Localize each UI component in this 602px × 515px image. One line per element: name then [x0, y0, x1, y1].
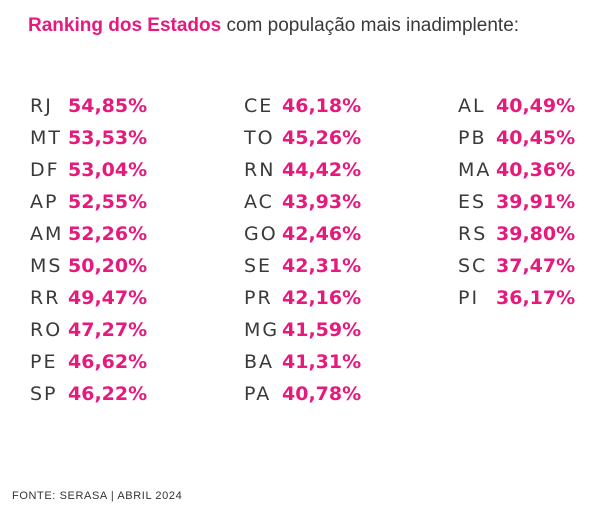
state-label: AP — [30, 191, 59, 213]
ranking-column-2: CE 46,18% TO 45,26% RN 44,42% AC 43,93% GO 42,46%… — [244, 90, 361, 410]
state-label: PB — [458, 127, 487, 149]
ranking-row: AM 52,26% — [30, 218, 147, 250]
state-value: 42,16% — [282, 287, 362, 309]
ranking-column-3: AL 40,49% PB 40,45% MA 40,36% ES 39,91% RS 39,80%… — [458, 90, 575, 314]
ranking-row: ES 39,91% — [458, 186, 575, 218]
state-value: 39,80% — [496, 223, 576, 245]
state-value: 40,36% — [496, 159, 576, 181]
state-value: 52,55% — [68, 191, 148, 213]
ranking-row: DF 53,04% — [30, 154, 147, 186]
state-value: 40,78% — [282, 383, 362, 405]
state-value: 53,04% — [68, 159, 148, 181]
state-label: SE — [244, 255, 273, 277]
state-value: 49,47% — [68, 287, 148, 309]
state-value: 54,85% — [68, 95, 148, 117]
state-value: 37,47% — [496, 255, 576, 277]
state-label: DF — [30, 159, 60, 181]
ranking-row: AP 52,55% — [30, 186, 147, 218]
ranking-row: RJ 54,85% — [30, 90, 147, 122]
ranking-row: MA 40,36% — [458, 154, 575, 186]
state-value: 46,22% — [68, 383, 148, 405]
state-label: PA — [244, 383, 272, 405]
state-value: 53,53% — [68, 127, 148, 149]
ranking-row: PA 40,78% — [244, 378, 361, 410]
state-label: RO — [30, 319, 63, 341]
source-note: FONTE: SERASA | ABRIL 2024 — [12, 490, 183, 502]
state-label: MA — [458, 159, 492, 181]
state-value: 52,26% — [68, 223, 148, 245]
ranking-row: BA 41,31% — [244, 346, 361, 378]
state-value: 42,31% — [282, 255, 362, 277]
state-label: PI — [458, 287, 480, 309]
ranking-row: RR 49,47% — [30, 282, 147, 314]
state-label: MG — [244, 319, 280, 341]
state-label: GO — [244, 223, 278, 245]
ranking-row: AC 43,93% — [244, 186, 361, 218]
ranking-row: SC 37,47% — [458, 250, 575, 282]
ranking-row: RO 47,27% — [30, 314, 147, 346]
state-value: 39,91% — [496, 191, 576, 213]
state-label: MS — [30, 255, 63, 277]
state-value: 44,42% — [282, 159, 362, 181]
state-label: AC — [244, 191, 274, 213]
ranking-row: PI 36,17% — [458, 282, 575, 314]
ranking-row: PE 46,62% — [30, 346, 147, 378]
ranking-row: TO 45,26% — [244, 122, 361, 154]
state-label: RN — [244, 159, 276, 181]
chart-title: Ranking dos Estados com população mais i… — [28, 15, 519, 37]
state-value: 40,45% — [496, 127, 576, 149]
state-value: 47,27% — [68, 319, 148, 341]
state-label: RS — [458, 223, 488, 245]
state-value: 42,46% — [282, 223, 362, 245]
state-value: 46,62% — [68, 351, 148, 373]
ranking-row: MS 50,20% — [30, 250, 147, 282]
ranking-row: RN 44,42% — [244, 154, 361, 186]
state-label: AM — [30, 223, 64, 245]
ranking-column-1: RJ 54,85% MT 53,53% DF 53,04% AP 52,55% AM 52,26%… — [30, 90, 147, 410]
ranking-row: AL 40,49% — [458, 90, 575, 122]
ranking-row: CE 46,18% — [244, 90, 361, 122]
state-label: CE — [244, 95, 274, 117]
ranking-row: SE 42,31% — [244, 250, 361, 282]
state-label: AL — [458, 95, 486, 117]
state-label: ES — [458, 191, 487, 213]
state-label: RR — [30, 287, 61, 309]
state-label: BA — [244, 351, 275, 373]
state-value: 50,20% — [68, 255, 148, 277]
state-label: TO — [244, 127, 275, 149]
state-label: PE — [30, 351, 58, 373]
state-value: 41,31% — [282, 351, 362, 373]
state-label: PR — [244, 287, 273, 309]
title-highlight: Ranking dos Estados — [28, 15, 222, 36]
ranking-row: GO 42,46% — [244, 218, 361, 250]
ranking-row: RS 39,80% — [458, 218, 575, 250]
ranking-row: SP 46,22% — [30, 378, 147, 410]
state-value: 41,59% — [282, 319, 362, 341]
state-value: 36,17% — [496, 287, 576, 309]
state-label: SC — [458, 255, 488, 277]
state-value: 40,49% — [496, 95, 576, 117]
ranking-row: PR 42,16% — [244, 282, 361, 314]
state-label: SP — [30, 383, 58, 405]
state-label: MT — [30, 127, 62, 149]
state-value: 46,18% — [282, 95, 362, 117]
ranking-row: MG 41,59% — [244, 314, 361, 346]
ranking-row: PB 40,45% — [458, 122, 575, 154]
title-rest: com população mais inadimplente: — [221, 15, 520, 36]
state-label: RJ — [30, 95, 53, 117]
state-value: 45,26% — [282, 127, 362, 149]
ranking-row: MT 53,53% — [30, 122, 147, 154]
state-value: 43,93% — [282, 191, 362, 213]
